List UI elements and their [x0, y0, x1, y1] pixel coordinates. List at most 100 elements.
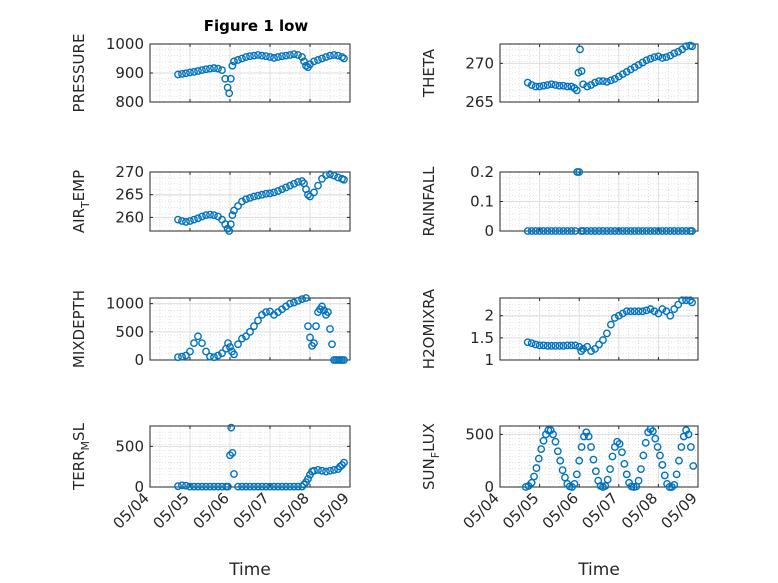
data-point	[210, 353, 218, 362]
data-point	[570, 479, 579, 488]
data-point	[638, 307, 647, 316]
panel-terr_msl: 0 500 TERRMSL 05/0405/0505/0605/0705/0805/0…	[70, 422, 353, 580]
y-tick-label: 2	[484, 307, 494, 325]
data-point	[310, 57, 318, 66]
data-point	[679, 432, 688, 441]
data-point	[258, 482, 266, 491]
data-point	[186, 347, 194, 356]
data-point	[595, 340, 603, 349]
data-point	[555, 227, 564, 235]
data-point	[606, 320, 615, 329]
data-point	[218, 66, 226, 75]
data-point	[544, 426, 553, 435]
data-point	[294, 51, 302, 59]
data-point	[318, 302, 326, 311]
data-point	[210, 64, 218, 72]
data-point	[306, 333, 314, 342]
y-tick-label: 1000	[106, 35, 144, 53]
data-point	[178, 69, 186, 78]
data-point	[225, 89, 234, 98]
data-point	[224, 482, 232, 491]
data-point	[626, 307, 635, 316]
data-point	[304, 322, 312, 331]
data-point	[242, 482, 250, 491]
data-point	[330, 51, 338, 59]
y-tick-label: 260	[115, 208, 144, 226]
data-point	[228, 211, 237, 220]
data-point	[599, 227, 607, 235]
x-tick-label: 05/07	[578, 489, 621, 532]
data-point	[654, 227, 663, 235]
data-point	[595, 77, 603, 86]
data-point	[688, 227, 696, 235]
data-point	[214, 482, 222, 491]
data-point	[678, 296, 687, 305]
data-point	[571, 341, 580, 350]
data-point	[577, 443, 586, 451]
data-point	[527, 81, 536, 89]
data-point	[238, 334, 246, 343]
data-point	[298, 482, 306, 491]
panel-air_temp: 260 265 270 AIRTEMP	[70, 163, 351, 235]
data-point	[638, 58, 647, 67]
data-point	[532, 464, 541, 472]
x-axis-label: Time	[228, 560, 271, 580]
data-point	[234, 340, 242, 349]
data-point	[225, 227, 234, 235]
data-point	[328, 340, 336, 349]
data-point	[298, 177, 306, 185]
data-point	[330, 171, 338, 180]
data-point	[547, 80, 556, 89]
axes-box	[149, 43, 351, 103]
y-axis-label: H2OMIXRA	[420, 288, 438, 369]
data-point	[198, 482, 206, 491]
data-point	[326, 466, 334, 475]
y-tick-label: 1000	[106, 295, 144, 313]
data-point	[340, 356, 348, 364]
y-tick-label: 1	[484, 351, 494, 369]
data-point	[646, 54, 655, 63]
data-point	[250, 192, 258, 201]
data-point	[274, 187, 282, 195]
panel-theta: 265 270 THETA	[420, 41, 699, 111]
data-point	[198, 212, 206, 221]
data-point	[294, 296, 302, 305]
data-point	[254, 316, 262, 325]
data-point	[274, 482, 282, 491]
data-point	[563, 341, 572, 350]
data-point	[202, 347, 210, 356]
data-point	[214, 351, 222, 360]
data-point	[310, 339, 318, 347]
data-point	[606, 227, 615, 235]
data-point	[198, 339, 206, 347]
data-point	[186, 217, 194, 225]
data-point	[336, 462, 344, 471]
data-point	[230, 470, 238, 478]
data-point	[686, 443, 695, 451]
data-point	[290, 298, 298, 307]
data-point	[634, 307, 643, 316]
data-point	[689, 462, 698, 470]
data-point	[340, 175, 348, 184]
data-point	[634, 476, 643, 485]
data-point	[622, 307, 631, 316]
data-point	[614, 72, 623, 81]
data-point	[666, 227, 675, 235]
data-point	[527, 339, 536, 348]
data-point	[567, 341, 576, 350]
panel-h2omixra: 1 1.5 2 H2OMIXRA	[420, 288, 699, 369]
data-point	[194, 332, 202, 341]
data-point	[326, 325, 334, 333]
data-point	[262, 482, 270, 491]
data-point	[677, 443, 686, 451]
data-point	[194, 482, 202, 491]
data-point	[559, 81, 568, 90]
data-point	[286, 181, 294, 190]
data-point	[527, 227, 536, 235]
data-point	[174, 482, 182, 491]
data-point	[601, 482, 610, 490]
data-point	[250, 51, 258, 60]
data-point	[646, 227, 655, 235]
data-point	[674, 300, 683, 309]
y-axis-label: MIXDEPTH	[70, 290, 88, 368]
